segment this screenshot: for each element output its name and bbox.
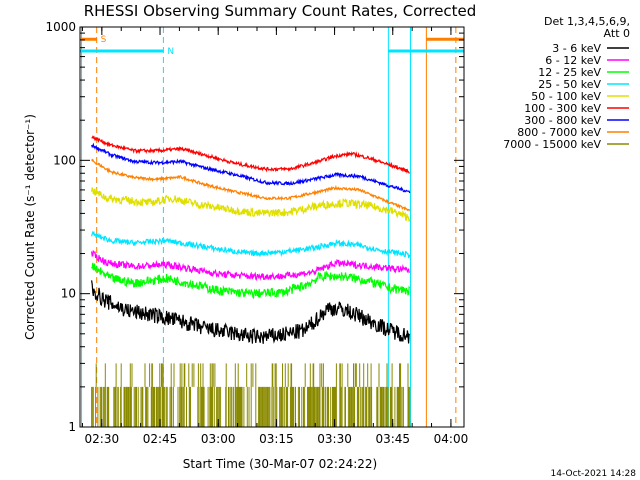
series-line-5 <box>91 135 410 174</box>
timestamp: 14-Oct-2021 14:28 <box>551 469 637 479</box>
flag-label-S: S <box>101 35 107 45</box>
x-tick-label-3: 03:15 <box>259 432 294 446</box>
series-layer <box>91 135 411 427</box>
axes-layer: 02:30 02:45 03:00 03:15 03:30 03:45 04:00 1 10 10… <box>45 20 468 446</box>
x-tick-label-0: 02:30 <box>85 432 120 446</box>
series-line-3 <box>91 230 411 259</box>
series-line-4 <box>91 187 411 222</box>
series-line-6 <box>91 142 411 194</box>
legend-label-8: 7000 - 15000 keV <box>503 138 601 151</box>
x-tick-label-6: 04:00 <box>434 432 469 446</box>
y-tick-label-1: 10 <box>61 287 76 301</box>
legend-label-3: 25 - 50 keV <box>538 78 601 91</box>
y-axis-label: Corrected Count Rate (s⁻¹ detector⁻¹) <box>23 114 37 340</box>
series-line-1 <box>91 249 411 281</box>
y-tick-label-0: 1 <box>68 420 76 434</box>
legend-label-2: 12 - 25 keV <box>538 66 601 79</box>
x-axis-label: Start Time (30-Mar-07 02:24:22) <box>183 457 377 471</box>
legend-label-0: 3 - 6 keV <box>552 42 601 55</box>
x-tick-label-5: 03:45 <box>375 432 410 446</box>
series-line-7 <box>91 158 411 212</box>
y-tick-label-3: 1000 <box>45 20 76 34</box>
legend-header-0: Det 1,3,4,5,6,9, <box>544 15 630 28</box>
plot-frame <box>79 26 465 428</box>
legend-label-4: 50 - 100 keV <box>531 90 601 103</box>
y-tick-label-2: 100 <box>53 153 76 167</box>
legend-header-1: Att 0 <box>604 27 630 40</box>
x-tick-label-1: 02:45 <box>143 432 178 446</box>
legend-label-1: 6 - 12 keV <box>545 54 601 67</box>
series-line-8 <box>91 363 411 427</box>
flag-layer: SN <box>80 27 464 427</box>
legend-label-5: 100 - 300 keV <box>524 102 601 115</box>
x-tick-label-4: 03:30 <box>317 432 352 446</box>
chart-title: RHESSI Observing Summary Count Rates, Co… <box>84 2 477 20</box>
series-line-2 <box>91 262 411 300</box>
flag-label-N: N <box>167 47 174 57</box>
x-tick-label-2: 03:00 <box>201 432 236 446</box>
series-line-0 <box>91 280 411 344</box>
legend-label-6: 300 - 800 keV <box>524 114 601 127</box>
legend-label-7: 800 - 7000 keV <box>517 126 601 139</box>
